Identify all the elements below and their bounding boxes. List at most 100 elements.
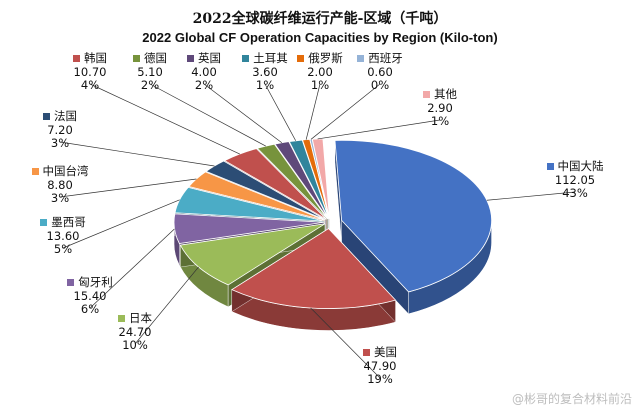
slice-label-0: 中国大陆 112.05 43% (535, 159, 615, 201)
legend-swatch (187, 55, 194, 62)
slice-name-text: 土耳其 (253, 51, 288, 65)
slice-percent-label: 1% (255, 78, 275, 92)
slice-label-name: 西班牙 (340, 51, 420, 66)
slice-percent-label: 19% (367, 372, 393, 386)
slice-label-name: 匈牙利 (50, 275, 130, 290)
slice-percent-label: 0% (370, 78, 390, 92)
legend-swatch (40, 219, 48, 226)
leader-line-7 (89, 83, 240, 155)
slice-value-label: 47.90 (363, 358, 397, 373)
slice-label-12: 西班牙 0.60 0% (340, 51, 420, 93)
slice-label-9: 英国 4.00 2% (164, 51, 244, 93)
leader-line-5 (59, 178, 197, 198)
slice-label-3: 匈牙利 15.40 6% (50, 275, 130, 317)
slice-value-label: 5.10 (137, 64, 163, 79)
legend-swatch (357, 55, 365, 62)
slice-2 (179, 223, 326, 286)
slice-percent-label: 3% (50, 136, 70, 150)
slice-value-label: 15.40 (73, 288, 107, 303)
legend-swatch (43, 113, 50, 120)
slice-value-label: 2.00 (307, 64, 333, 79)
slice-percent-label: 43% (562, 186, 588, 200)
slice-value-label: 4.00 (191, 64, 217, 79)
slice-percent-label: 1% (310, 78, 330, 92)
slice-label-name: 韩国 (50, 51, 130, 66)
slice-label-4: 墨西哥 13.60 5% (23, 215, 103, 257)
slice-value-label: 10.70 (73, 64, 107, 79)
leader-line-3 (89, 228, 175, 309)
leader-lines (59, 83, 576, 379)
slice-percent-label: 4% (80, 78, 100, 92)
slice-label-name: 英国 (164, 51, 244, 66)
slice-label-name: 墨西哥 (23, 215, 103, 230)
slice-name-text: 英国 (198, 51, 221, 65)
leader-line-0 (486, 191, 576, 201)
slice-6 (205, 160, 326, 221)
slice-label-8: 德国 5.10 2% (110, 51, 190, 93)
slice-label-name: 中国台湾 (20, 164, 100, 179)
slice-label-7: 韩国 10.70 4% (50, 51, 130, 93)
slice-label-13: 其他 2.90 1% (400, 87, 480, 129)
legend-swatch (423, 91, 430, 98)
slice-name-text: 法国 (54, 109, 77, 123)
slice-label-6: 法国 7.20 3% (20, 109, 100, 151)
legend-swatch (242, 55, 250, 62)
legend-swatch (546, 163, 554, 170)
slice-name-text: 匈牙利 (78, 275, 113, 289)
slice-label-name: 其他 (400, 87, 480, 102)
slice-name-text: 韩国 (84, 51, 107, 65)
leader-line-12 (310, 83, 381, 140)
slice-label-5: 中国台湾 8.80 3% (20, 164, 100, 206)
leader-line-8 (149, 83, 266, 147)
slice-label-2: 日本 24.70 10% (95, 311, 175, 353)
slice-value-label: 2.90 (427, 100, 453, 115)
leader-line-6 (59, 141, 215, 167)
leader-line-2 (134, 266, 199, 345)
slice-value-label: 3.60 (252, 64, 278, 79)
chart-title-en: 2022 Global CF Operation Capacities by R… (142, 30, 498, 45)
slice-name-text: 德国 (144, 51, 167, 65)
slice-13 (311, 138, 330, 219)
slice-name-text: 美国 (374, 345, 397, 359)
slice-percent-label: 2% (194, 78, 214, 92)
slice-label-name: 日本 (95, 311, 175, 326)
slice-tops (173, 138, 492, 309)
leader-line-1 (310, 307, 381, 379)
legend-swatch (118, 315, 125, 322)
legend-swatch (297, 55, 305, 62)
leader-line-9 (203, 83, 283, 144)
slice-name-text: 日本 (129, 311, 152, 325)
slice-name-text: 墨西哥 (51, 215, 86, 229)
slice-label-10: 土耳其 3.60 1% (225, 51, 305, 93)
slice-label-name: 法国 (20, 109, 100, 124)
slice-percent-label: 5% (53, 242, 73, 256)
slice-value-label: 24.70 (118, 324, 152, 339)
legend-swatch (133, 55, 140, 62)
slice-name-text: 中国大陆 (557, 159, 604, 173)
slice-label-name: 美国 (340, 345, 420, 360)
slice-percent-label: 1% (430, 114, 450, 128)
leader-line-10 (264, 83, 297, 141)
legend-swatch (73, 55, 80, 62)
slice-label-name: 土耳其 (225, 51, 305, 66)
slice-percent-label: 2% (140, 78, 160, 92)
legend-swatch (67, 279, 75, 286)
slice-label-11: 俄罗斯 2.00 1% (280, 51, 360, 93)
slice-name-text: 西班牙 (368, 51, 403, 65)
slice-4 (174, 186, 325, 222)
slice-name-text: 俄罗斯 (308, 51, 343, 65)
chart-title-zh: 2022全球碳纤维运行产能-区域（千吨） (192, 11, 448, 27)
legend-swatch (363, 349, 370, 356)
slice-3 (173, 213, 325, 244)
slice-label-1: 美国 47.90 19% (340, 345, 420, 387)
leader-line-11 (305, 83, 321, 140)
slice-0 (334, 139, 492, 293)
slice-percent-label: 3% (50, 191, 70, 205)
slice-value-label: 0.60 (367, 64, 393, 79)
slice-label-name: 德国 (110, 51, 190, 66)
slice-name-text: 中国台湾 (42, 164, 89, 178)
slice-percent-label: 6% (80, 302, 100, 316)
legend-swatch (31, 168, 39, 175)
